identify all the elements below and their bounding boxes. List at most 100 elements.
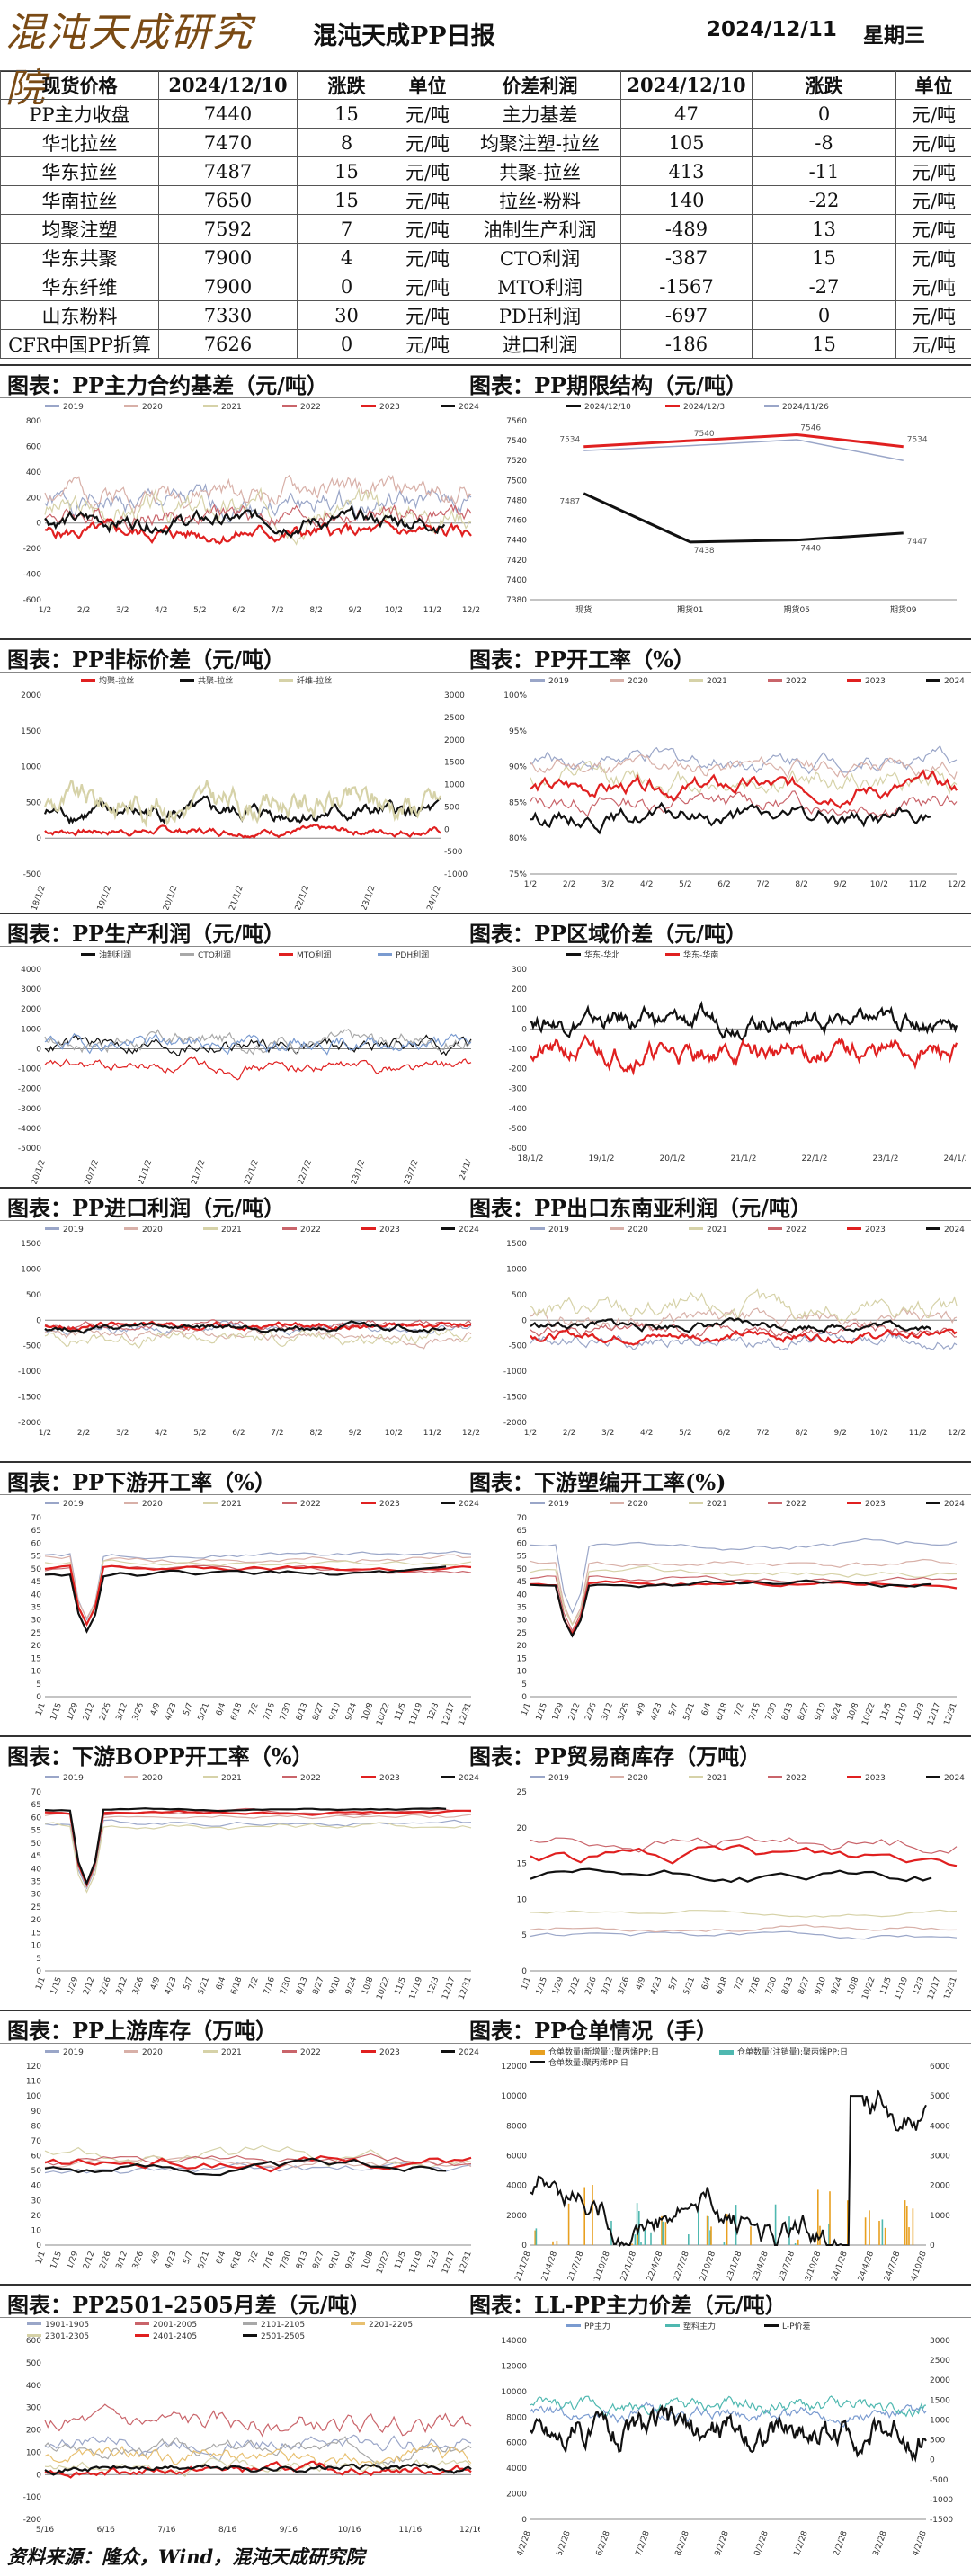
y-tick-label: -600 <box>509 1145 528 1154</box>
x-tick-label: 21/1/28 <box>514 2250 533 2281</box>
y2-tick-label: 0 <box>444 825 450 834</box>
y-tick-label: 60 <box>31 1814 42 1823</box>
y-tick-label: 15 <box>517 1654 527 1663</box>
y-tick-label: 14000 <box>501 2337 527 2346</box>
y-tick-label: 10000 <box>501 2388 527 2397</box>
x-tick-label: 12/3 <box>426 2251 441 2270</box>
legend-label: 仓单数量(新增量):聚丙烯PP:日 <box>548 2046 659 2057</box>
legend-swatch <box>926 679 940 682</box>
legend-label: 2022 <box>300 1500 321 1509</box>
x-tick-label: 1/2 <box>39 606 51 615</box>
legend-label: 2024 <box>459 2048 479 2057</box>
x-tick-label: 3/26 <box>131 1975 146 1996</box>
chart-legend: 2019 2020 2021 2022 2023 2024 <box>530 1500 965 1509</box>
legend-label: CTO利润 <box>198 949 231 960</box>
x-tick-label: 20/1/2 <box>162 885 179 910</box>
bar-cancel <box>644 2229 646 2245</box>
table-cell: 元/吨 <box>396 128 459 157</box>
x-tick-label: 20/2/28 <box>752 2529 771 2555</box>
legend-swatch <box>768 1502 782 1504</box>
x-tick-label: 2/26 <box>98 2250 112 2270</box>
x-tick-label: 期货09 <box>890 604 917 615</box>
series-line <box>44 1032 472 1056</box>
legend-label: 2301-2305 <box>45 2332 89 2341</box>
y-tick-label: -400 <box>23 571 42 580</box>
legend-label: 2024 <box>459 1226 479 1235</box>
bar-cancel <box>723 2242 726 2245</box>
y2-tick-label: 1000 <box>444 781 465 790</box>
y-tick-label: 55 <box>31 1553 41 1562</box>
legend-swatch <box>180 953 194 956</box>
legend-label: 2101-2105 <box>261 2321 305 2330</box>
y-tick-label: 120 <box>26 2063 41 2072</box>
data-label: 7534 <box>907 436 928 445</box>
y-tick-label: 200 <box>26 494 41 503</box>
legend-swatch <box>361 1227 376 1230</box>
x-tick-label: 11/19 <box>894 1701 910 1726</box>
legend-label: 纤维-拉丝 <box>297 675 332 686</box>
table-cell: 105 <box>620 128 753 157</box>
x-tick-label: 12/31 <box>943 1976 959 2001</box>
legend-label: MTO利润 <box>297 949 331 960</box>
table-header-cell: 涨跌 <box>297 70 396 100</box>
series-line <box>583 439 904 461</box>
x-tick-label: 12/2 <box>948 1429 966 1438</box>
y-tick-label: 80 <box>31 2122 42 2131</box>
bar-cancel <box>650 2232 652 2245</box>
legend-swatch <box>279 953 293 956</box>
x-tick-label: 3/2 <box>601 1429 614 1438</box>
bar-new <box>706 2215 708 2245</box>
chart-title-left: 图表：PP生产利润（元/吨） <box>7 921 285 947</box>
bar-cancel <box>881 2219 884 2245</box>
bar-new <box>583 2187 585 2245</box>
table-cell: 均聚注塑-拉丝 <box>459 128 621 157</box>
legend-swatch <box>441 2050 455 2053</box>
x-tick-label: 10/22 <box>375 2251 391 2276</box>
table-cell: 15 <box>297 156 396 186</box>
chart-legend: 2019 2020 2021 2022 2023 2024 <box>530 1774 965 1783</box>
x-tick-label: 3/26 <box>131 1701 146 1722</box>
legend-label: 2024/12/10 <box>584 403 631 412</box>
y-tick-label: 600 <box>26 442 41 451</box>
series-line <box>530 760 958 799</box>
bar-new <box>904 2200 906 2245</box>
y-tick-label: 4000 <box>506 2465 527 2473</box>
section-header: 图表：PP进口利润（元/吨） 图表：PP出口东南亚利润（元/吨） <box>0 1187 971 1221</box>
y-tick-label: 85% <box>509 798 527 807</box>
x-tick-label: 12/3 <box>426 1702 441 1722</box>
legend-label: 2020 <box>142 1226 163 1235</box>
chart-basis: 2019 2020 2021 2022 2023 2024 -600 -400 -200 0 200… <box>4 397 480 636</box>
series-line <box>44 1565 447 1634</box>
x-tick-label: 9/24 <box>344 1701 359 1722</box>
chart-weave: 2019 2020 2021 2022 2023 2024 0 5 10 15 20 25 30 35 40… <box>489 1494 966 1733</box>
x-tick-label: 21/1/2 <box>137 1159 154 1184</box>
x-tick-label: 12/16 <box>459 2526 480 2535</box>
legend-label: 2019 <box>63 2048 84 2057</box>
legend-label: 2020 <box>142 1500 163 1509</box>
legend-swatch <box>764 2324 779 2327</box>
legend-swatch <box>768 1227 782 1230</box>
y-tick-label: 45 <box>31 1852 41 1861</box>
table-cell: 7900 <box>158 272 298 301</box>
x-tick-label: 8/27 <box>311 1702 325 1722</box>
x-tick-label: 4/2 <box>640 1429 653 1438</box>
x-tick-label: 6/4 <box>215 1701 227 1716</box>
chart-svg: 2019 2020 2021 2022 2023 2024 -2000 -1500 -1000 -… <box>503 1226 966 1438</box>
series-line <box>44 823 441 839</box>
legend-label: 2022 <box>300 1774 321 1783</box>
legend-swatch <box>27 2322 41 2325</box>
y-tick-label: 15 <box>31 1929 41 1938</box>
table-cell: 元/吨 <box>895 185 971 215</box>
bar-new <box>884 2227 886 2245</box>
y-tick-label: -200 <box>23 545 42 554</box>
x-tick-label: 期货05 <box>784 604 810 615</box>
x-tick-label: 21/7/28 <box>566 2250 585 2281</box>
y-tick-label: 45 <box>31 1578 41 1587</box>
x-tick-label: 5/16 <box>36 2526 54 2535</box>
table-cell: -489 <box>620 214 753 244</box>
x-tick-label: 6/18 <box>229 1975 244 1996</box>
report-date: 2024/12/11 <box>707 18 837 41</box>
legend-swatch <box>203 1227 218 1230</box>
legend-label: 2021 <box>221 1500 242 1509</box>
table-cell: 30 <box>297 300 396 330</box>
